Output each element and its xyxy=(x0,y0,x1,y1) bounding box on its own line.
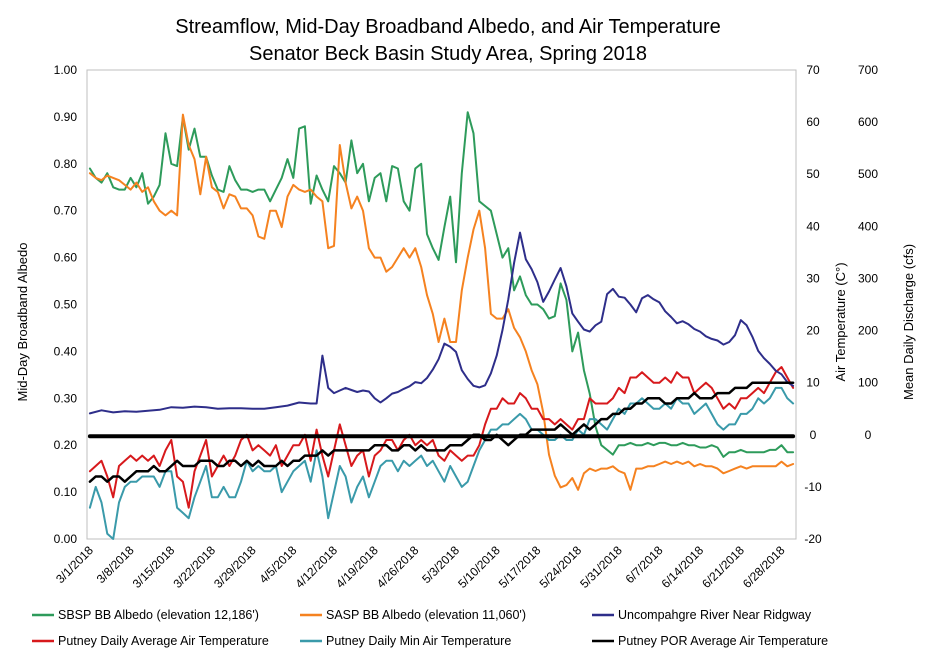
y-tick-label: 0.30 xyxy=(54,391,78,405)
x-tick-label: 6/21/2018 xyxy=(699,543,747,591)
series-line xyxy=(88,386,795,540)
y2-tick-label: -20 xyxy=(804,532,822,546)
y3-tick-label: 700 xyxy=(858,63,878,77)
y3-tick-label: 100 xyxy=(858,376,878,390)
y-tick-label: 0.40 xyxy=(54,344,78,358)
y3-tick-label: 400 xyxy=(858,219,878,233)
y-tick-label: 0.90 xyxy=(54,110,78,124)
x-tick-label: 4/26/2018 xyxy=(374,543,422,591)
y2-tick-label: 50 xyxy=(806,167,820,181)
y2-tick-label: 20 xyxy=(806,324,820,338)
y2-tick-label: 30 xyxy=(806,271,820,285)
y2-tick-label: 60 xyxy=(806,115,820,129)
legend-label: Putney Daily Average Air Temperature xyxy=(58,634,269,648)
y-tick-label: 0.80 xyxy=(54,157,78,171)
x-tick-label: 6/14/2018 xyxy=(659,543,707,591)
legend-label: Putney Daily Min Air Temperature xyxy=(326,634,511,648)
y3-axis-title: Mean Daily Discharge (cfs) xyxy=(901,244,916,400)
x-tick-label: 3/29/2018 xyxy=(211,543,259,591)
x-tick-label: 3/22/2018 xyxy=(170,543,218,591)
y2-tick-label: 70 xyxy=(806,63,820,77)
x-tick-label: 3/1/2018 xyxy=(53,543,96,586)
series-layer xyxy=(87,111,796,540)
x-tick-label: 5/24/2018 xyxy=(537,543,585,591)
x-tick-label: 5/17/2018 xyxy=(496,543,544,591)
x-tick-label: 5/31/2018 xyxy=(577,543,625,591)
y3-tick-label: 500 xyxy=(858,167,878,181)
y-tick-label: 0.00 xyxy=(54,532,78,546)
y-tick-label: 0.20 xyxy=(54,438,78,452)
x-tick-label: 4/12/2018 xyxy=(292,543,340,591)
chart-subtitle: Senator Beck Basin Study Area, Spring 20… xyxy=(249,43,647,65)
x-tick-label: 3/15/2018 xyxy=(130,543,178,591)
chart-title: Streamflow, Mid-Day Broadband Albedo, an… xyxy=(175,16,721,38)
x-tick-label: 5/10/2018 xyxy=(455,543,503,591)
y2-tick-label: 40 xyxy=(806,219,820,233)
y3-tick-label: 200 xyxy=(858,324,878,338)
y-tick-label: 0.70 xyxy=(54,204,78,218)
y3-tick-label: 0 xyxy=(865,428,872,442)
x-tick-label: 4/19/2018 xyxy=(333,543,381,591)
legend-label: SBSP BB Albedo (elevation 12,186') xyxy=(58,608,259,622)
series-line xyxy=(88,381,795,483)
x-tick-label: 6/28/2018 xyxy=(740,543,788,591)
y3-tick-label: 300 xyxy=(858,271,878,285)
y3-tick-label: 600 xyxy=(858,115,878,129)
plot-area-border xyxy=(86,69,797,540)
legend: SBSP BB Albedo (elevation 12,186') SASP B… xyxy=(32,608,828,648)
series-line xyxy=(88,231,795,415)
legend-label: Putney POR Average Air Temperature xyxy=(618,634,828,648)
series-line xyxy=(88,113,795,491)
y-tick-label: 0.50 xyxy=(54,298,78,312)
y-tick-label: 1.00 xyxy=(54,63,78,77)
legend-label: SASP BB Albedo (elevation 11,060') xyxy=(326,608,526,622)
series-line xyxy=(88,366,795,509)
y2-axis-title: Air Temperature (C°) xyxy=(833,262,848,381)
legend-label: Uncompahgre River Near Ridgway xyxy=(618,608,812,622)
y-tick-label: 0.60 xyxy=(54,251,78,265)
y-axis-title: Mid-Day Broadband Albedo xyxy=(15,243,30,402)
y2-tick-label: -10 xyxy=(804,480,822,494)
y2-tick-label: 10 xyxy=(806,376,820,390)
y2-tick-label: 0 xyxy=(810,428,817,442)
y-tick-label: 0.10 xyxy=(54,485,78,499)
